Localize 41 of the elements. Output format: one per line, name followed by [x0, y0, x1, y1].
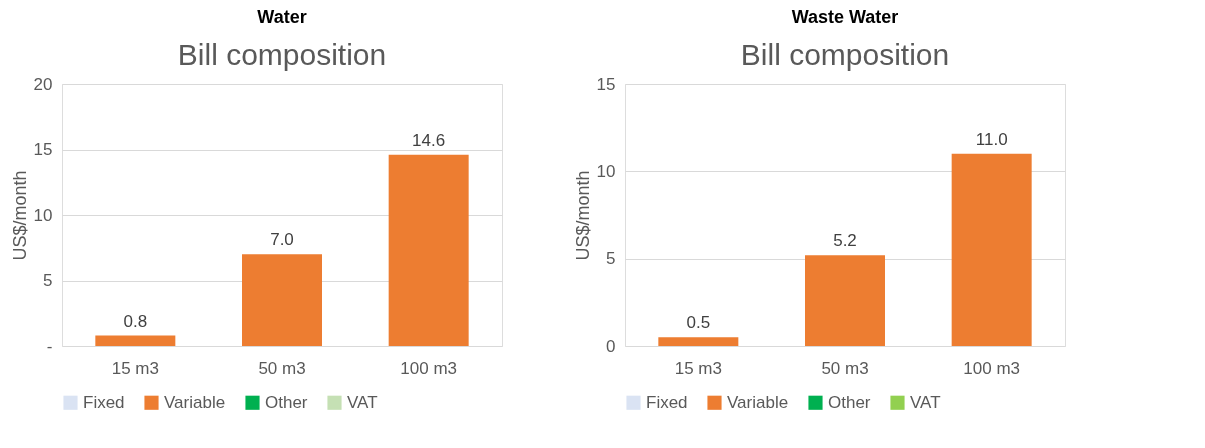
legend-label: Variable — [727, 392, 789, 412]
legend-label: Variable — [164, 392, 226, 412]
chart-title: Waste Water — [791, 7, 899, 27]
x-tick-label: 15 m3 — [111, 358, 159, 378]
bar — [805, 255, 885, 346]
bar — [242, 254, 322, 346]
legend-label: Other — [828, 392, 871, 412]
data-label: 7.0 — [270, 230, 294, 250]
y-tick-label: 20 — [33, 74, 53, 94]
bar — [388, 154, 469, 346]
legend-label: VAT — [347, 392, 378, 412]
y-tick-label: 5 — [606, 249, 616, 269]
data-label: 0.8 — [123, 311, 148, 331]
x-tick-label: 50 m3 — [821, 358, 869, 378]
bar — [95, 335, 176, 346]
y-tick-label: 10 — [33, 205, 53, 225]
legend-label: Other — [265, 392, 308, 412]
x-tick-label: 100 m3 — [963, 358, 1021, 378]
x-tick-label: 50 m3 — [258, 358, 306, 378]
x-tick-label: 15 m3 — [674, 358, 722, 378]
y-tick-label: - — [46, 336, 53, 356]
chart-subtitle: Bill composition — [740, 38, 950, 71]
bar — [658, 337, 739, 346]
data-label: 14.6 — [412, 130, 446, 150]
y-tick-label: 0 — [606, 336, 616, 356]
legend-label: Fixed — [83, 392, 125, 412]
data-label: 0.5 — [686, 313, 711, 333]
legend-label: Fixed — [646, 392, 688, 412]
y-tick-label: 5 — [43, 271, 53, 290]
data-label: 11.0 — [975, 129, 1008, 149]
y-tick-label: 15 — [33, 140, 53, 159]
legend-label: VAT — [910, 392, 941, 412]
y-tick-label: 15 — [596, 74, 616, 94]
y-axis-title: US$/month — [9, 170, 30, 261]
y-axis-title: US$/month — [572, 170, 593, 261]
chart-subtitle: Bill composition — [177, 38, 387, 71]
data-label: 5.2 — [833, 231, 857, 251]
y-tick-label: 10 — [596, 161, 616, 181]
bar — [951, 153, 1032, 346]
x-tick-label: 100 m3 — [400, 358, 458, 378]
chart-title: Water — [257, 7, 307, 27]
